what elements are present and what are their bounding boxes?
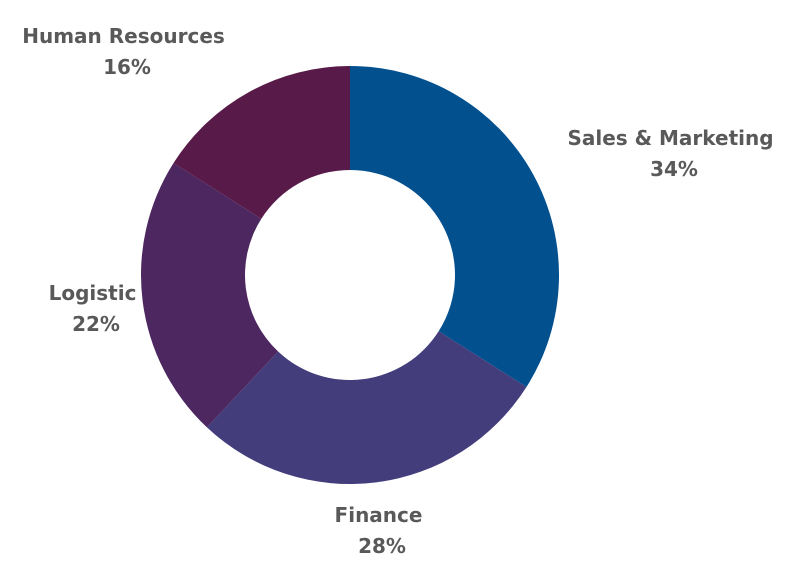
slice-value-human-resources: 16% bbox=[103, 55, 151, 79]
donut-slices bbox=[141, 66, 559, 485]
slice-value-finance: 28% bbox=[358, 534, 406, 558]
slice-name-finance: Finance bbox=[335, 503, 423, 527]
slice-value-logistic: 22% bbox=[72, 312, 120, 336]
slice-value-sales-marketing: 34% bbox=[650, 157, 698, 181]
slice-labels: Sales & Marketing 34% Finance 28% Logist… bbox=[22, 24, 780, 558]
slice-label-sales-marketing: Sales & Marketing 34% bbox=[567, 126, 780, 181]
slice-name-sales-marketing: Sales & Marketing bbox=[567, 126, 773, 150]
slice-label-finance: Finance 28% bbox=[335, 503, 430, 558]
slice-finance bbox=[206, 331, 527, 485]
slice-human-resources bbox=[173, 66, 350, 219]
slice-name-logistic: Logistic bbox=[49, 281, 137, 305]
slice-label-human-resources: Human Resources 16% bbox=[22, 24, 232, 79]
slice-sales-marketing bbox=[350, 66, 559, 387]
slice-name-human-resources: Human Resources bbox=[22, 24, 225, 48]
slice-label-logistic: Logistic 22% bbox=[49, 281, 144, 336]
slice-logistic bbox=[141, 163, 279, 428]
